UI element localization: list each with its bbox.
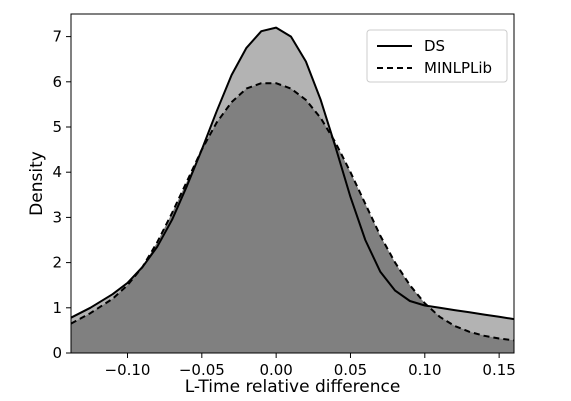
legend-label-minlplib: MINLPLib bbox=[424, 59, 492, 77]
y-tick-label: 3 bbox=[52, 208, 62, 226]
y-axis-label: Density bbox=[27, 151, 47, 216]
legend: DS MINLPLib bbox=[366, 29, 508, 83]
plot-frame bbox=[70, 13, 515, 354]
y-tick-label: 1 bbox=[52, 299, 62, 317]
x-tick-label: −0.05 bbox=[179, 361, 225, 379]
legend-label-ds: DS bbox=[424, 37, 445, 55]
y-tick-label: 5 bbox=[52, 118, 62, 136]
x-tick-label: 0.15 bbox=[482, 361, 515, 379]
x-tick-label: 0.10 bbox=[408, 361, 441, 379]
y-tick-label: 0 bbox=[52, 344, 62, 362]
x-axis-ticks: −0.10 −0.05 0.00 0.05 0.10 0.15 bbox=[105, 353, 516, 379]
y-tick-label: 4 bbox=[52, 163, 62, 181]
plot-lines bbox=[70, 26, 515, 342]
density-fill-minlplib bbox=[71, 83, 514, 353]
density-line-ds bbox=[70, 26, 515, 321]
y-tick-label: 7 bbox=[52, 28, 62, 46]
y-tick-label: 6 bbox=[52, 73, 62, 91]
y-tick-label: 2 bbox=[52, 254, 62, 272]
x-tick-label: 0.00 bbox=[259, 361, 292, 379]
y-axis-ticks: 0 1 2 3 4 5 6 7 bbox=[52, 28, 71, 362]
x-tick-label: −0.10 bbox=[105, 361, 151, 379]
x-tick-label: 0.05 bbox=[334, 361, 367, 379]
plot-fills bbox=[71, 27, 514, 353]
density-line-minlplib bbox=[70, 82, 515, 342]
x-axis-label: L-Time relative difference bbox=[185, 377, 401, 397]
